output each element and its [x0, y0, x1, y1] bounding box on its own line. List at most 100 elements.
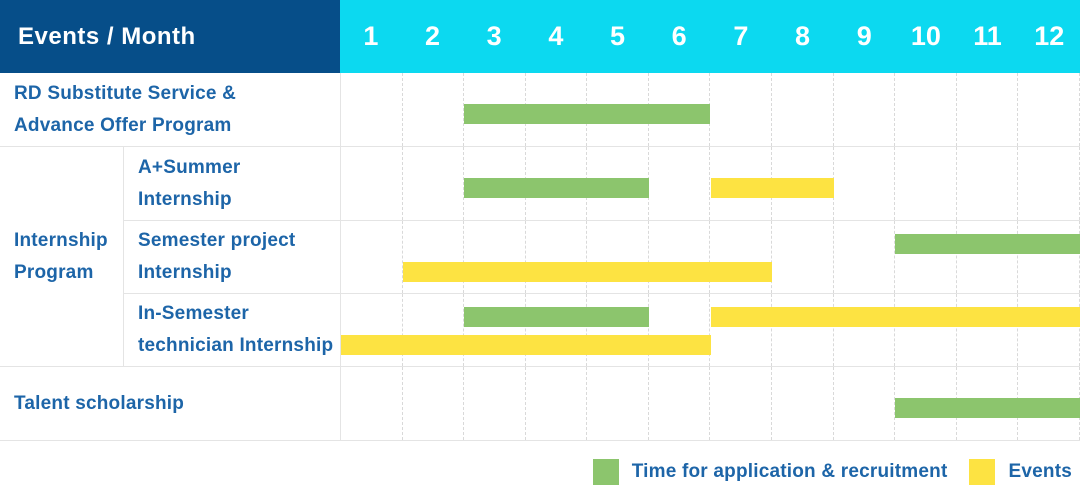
gantt-bar-event	[710, 307, 1080, 327]
events-month-table: Events / Month 1 2 3 4 5 6 7 8 9 10 11 12 RD Substi…	[0, 0, 1080, 441]
group-rows: RD Substitute Service & Advance Offer Pro…	[0, 73, 1080, 146]
header-corner-label: Events / Month	[0, 0, 340, 73]
table-row: Talent scholarship	[0, 367, 1080, 440]
row-group: RD Substitute Service & Advance Offer Pro…	[0, 73, 1080, 146]
month-gridcell	[1018, 294, 1080, 366]
table-row: Semester project Internship	[124, 220, 1080, 293]
gantt-bar-application	[895, 397, 1080, 418]
month-gridcell	[772, 294, 834, 366]
row-chart-area	[340, 73, 1080, 146]
row-label-line: Semester project	[138, 230, 296, 251]
row-label-line: Talent scholarship	[14, 392, 185, 414]
month-header-3: 3	[486, 21, 502, 51]
month-gridcell	[526, 294, 588, 366]
row-group-internship-program: Internship Program A+Summer Internship Semes…	[0, 146, 1080, 366]
month-gridcell	[464, 367, 526, 440]
month-gridcell	[895, 221, 957, 293]
gantt-bar-application	[464, 177, 649, 198]
row-label-line: A+Summer	[138, 156, 241, 178]
row-label-line: RD Substitute Service &	[14, 82, 237, 104]
table-body: RD Substitute Service & Advance Offer Pro…	[0, 73, 1080, 441]
month-header-2: 2	[424, 21, 441, 51]
month-gridcell	[587, 367, 649, 440]
month-gridcell	[403, 294, 465, 366]
month-gridcell	[341, 147, 403, 220]
month-gridcell	[403, 221, 465, 293]
month-gridcell	[772, 367, 834, 440]
table-row: In-Semester technician Internship	[124, 293, 1080, 366]
month-header-4: 4	[548, 21, 564, 51]
table-row: A+Summer Internship	[124, 147, 1080, 220]
month-gridcell	[649, 221, 711, 293]
group-label-line: Program	[14, 261, 94, 283]
month-gridcell	[403, 367, 465, 440]
month-gridcell	[957, 221, 1019, 293]
gantt-bar-application	[464, 307, 649, 327]
month-header-strip: 1 2 3 4 5 6 7 8 9 10 11 12	[340, 0, 1080, 73]
row-label: In-Semester technician Internship	[124, 294, 340, 366]
month-gridcell	[710, 294, 773, 366]
month-gridcell	[341, 367, 403, 440]
gantt-bar-event	[710, 177, 834, 198]
month-gridcell	[710, 221, 773, 293]
month-gridcell	[710, 73, 773, 146]
row-chart-area	[340, 221, 1080, 293]
table-header-row: Events / Month 1 2 3 4 5 6 7 8 9 10 11 12	[0, 0, 1080, 73]
legend: Time for application & recruitment Event…	[592, 452, 1072, 492]
row-chart-area	[340, 367, 1080, 440]
month-header-11: 11	[973, 21, 1002, 51]
row-group: Talent scholarship	[0, 366, 1080, 440]
month-gridcell	[834, 73, 896, 146]
month-header-12: 12	[1034, 21, 1065, 51]
legend-events-label: Events	[1008, 461, 1072, 482]
month-header-8: 8	[795, 21, 811, 51]
row-label: RD Substitute Service & Advance Offer Pro…	[0, 73, 340, 146]
month-gridcell	[895, 294, 957, 366]
month-gridcell	[464, 221, 526, 293]
month-gridcell	[341, 294, 403, 366]
legend-item-application: Time for application & recruitment	[592, 459, 948, 485]
row-label-line: Internship	[138, 188, 232, 210]
table-row: RD Substitute Service & Advance Offer Pro…	[0, 73, 1080, 146]
gantt-bar-application	[464, 103, 711, 124]
row-label-line: Advance Offer Program	[14, 114, 232, 136]
month-gridcell	[1018, 221, 1080, 293]
month-header-6: 6	[671, 21, 687, 51]
month-gridcell	[710, 367, 773, 440]
row-label: Semester project Internship	[124, 221, 340, 293]
row-label: A+Summer Internship	[124, 147, 340, 220]
row-label-line: Internship	[138, 262, 232, 283]
gantt-bar-application	[895, 234, 1080, 254]
month-gridcell	[1018, 73, 1080, 146]
month-gridcell	[772, 73, 834, 146]
month-gridcell	[957, 294, 1019, 366]
month-gridcell	[526, 221, 588, 293]
month-header-7: 7	[733, 21, 749, 51]
month-header-9: 9	[856, 21, 872, 51]
month-gridcell	[895, 147, 957, 220]
month-gridcell	[341, 221, 403, 293]
month-gridcell	[403, 73, 465, 146]
month-gridcell	[834, 221, 896, 293]
row-chart-area	[340, 294, 1080, 366]
row-label-line: In-Semester	[138, 303, 249, 324]
group-label-line: Internship	[14, 229, 108, 251]
month-gridcell	[772, 221, 834, 293]
month-gridcell	[649, 147, 711, 220]
row-chart-area	[340, 147, 1080, 220]
legend-item-events: Events	[969, 459, 1072, 485]
month-gridcell	[957, 73, 1019, 146]
month-gridcell	[895, 73, 957, 146]
group-rows: Talent scholarship	[0, 367, 1080, 440]
row-label: Talent scholarship	[0, 367, 340, 440]
month-gridcell	[587, 294, 649, 366]
group-rows: A+Summer Internship Semester project Intern…	[124, 147, 1080, 366]
month-gridcell	[587, 221, 649, 293]
month-header-10: 10	[910, 21, 941, 51]
events-swatch-icon	[969, 459, 996, 485]
month-gridcell	[1018, 147, 1080, 220]
month-gridcell	[341, 73, 403, 146]
month-gridcell	[834, 294, 896, 366]
month-gridcell	[834, 147, 896, 220]
month-gridcell	[834, 367, 896, 440]
